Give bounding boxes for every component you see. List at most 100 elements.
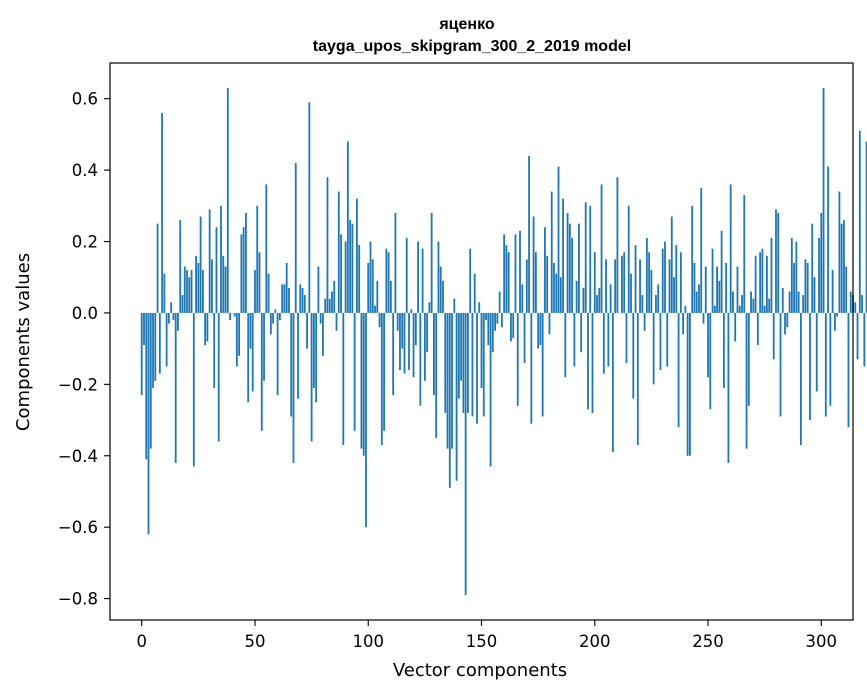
bar-224 (648, 252, 651, 313)
bar-250 (707, 312, 709, 378)
bar-285 (786, 312, 789, 328)
bar-218 (634, 245, 637, 313)
bar-192 (575, 280, 578, 313)
bar-46 (245, 212, 247, 313)
bar-43 (238, 312, 241, 356)
bar-5 (152, 312, 154, 388)
bar-241 (686, 312, 689, 456)
bar-209 (614, 259, 617, 313)
bar-51 (256, 205, 259, 313)
bar-248 (702, 312, 705, 324)
bar-240 (684, 305, 687, 313)
bar-291 (799, 312, 802, 446)
bar-266 (743, 195, 746, 313)
bar-193 (578, 223, 580, 313)
bar-42 (235, 312, 238, 367)
bar-278 (770, 237, 773, 313)
bar-232 (666, 312, 669, 367)
bar-177 (541, 312, 544, 417)
x-tick-label: 50 (244, 632, 265, 651)
bar-123 (419, 312, 422, 406)
bar-252 (711, 248, 714, 313)
bar-129 (433, 312, 435, 396)
bar-141 (460, 312, 463, 381)
bar-182 (553, 262, 555, 313)
bar-197 (587, 312, 589, 410)
bar-88 (340, 234, 342, 313)
bar-109 (387, 252, 390, 313)
bar-163 (510, 312, 512, 342)
bar-135 (446, 312, 449, 449)
bar-21 (188, 277, 191, 313)
bar-65 (288, 287, 290, 313)
bar-247 (700, 187, 703, 313)
bar-300 (820, 212, 823, 313)
bar-213 (623, 252, 626, 313)
bar-108 (385, 248, 388, 313)
bar-225 (650, 270, 653, 313)
bar-302 (824, 312, 827, 417)
y-tick-label: 0.4 (72, 161, 98, 180)
bar-281 (777, 212, 780, 313)
bar-167 (519, 230, 521, 313)
bar-131 (437, 241, 440, 313)
bar-48 (249, 312, 252, 349)
plot-frame (109, 62, 854, 621)
bar-128 (430, 212, 433, 313)
bar-93 (351, 223, 354, 313)
bar-287 (790, 237, 793, 313)
bar-246 (698, 284, 700, 313)
bar-168 (521, 284, 524, 313)
bar-165 (514, 234, 517, 313)
bar-200 (593, 252, 596, 313)
chart-title-line1: яценко (438, 16, 495, 33)
bar-249 (704, 266, 707, 313)
bar-15 (174, 312, 177, 463)
bar-115 (401, 312, 404, 349)
bar-245 (695, 291, 698, 313)
bar-201 (596, 295, 598, 313)
bar-26 (199, 216, 202, 313)
bar-318 (861, 295, 863, 313)
bar-220 (639, 259, 641, 313)
bar-130 (435, 312, 438, 438)
y-tick-label: −0.4 (58, 447, 98, 466)
bar-310 (843, 220, 845, 313)
bar-38 (226, 87, 229, 313)
bar-184 (557, 166, 560, 313)
bar-217 (632, 312, 635, 399)
bar-72 (303, 295, 306, 313)
bar-27 (201, 270, 204, 313)
bar-98 (362, 312, 365, 456)
bar-179 (546, 255, 549, 313)
bar-159 (500, 312, 503, 328)
bar-17 (179, 220, 182, 313)
bar-22 (190, 270, 193, 313)
bar-103 (374, 305, 376, 313)
bar-238 (679, 252, 682, 313)
bar-148 (476, 312, 478, 424)
bar-203 (600, 184, 603, 313)
bar-198 (589, 205, 592, 313)
bar-125 (423, 312, 426, 381)
bar-116 (403, 312, 406, 374)
bar-94 (353, 312, 356, 431)
bar-105 (378, 312, 381, 328)
bar-158 (498, 291, 501, 313)
bar-58 (272, 312, 274, 324)
bar-79 (319, 312, 322, 324)
bar-231 (664, 241, 666, 313)
bar-132 (439, 266, 442, 313)
y-axis: 0.6 0.4 0.2 0.0 −0.2 −0.4 −0.6 −0.8 (58, 90, 110, 609)
bar-176 (539, 312, 542, 346)
bar-260 (729, 184, 732, 313)
bar-301 (822, 87, 825, 313)
bar-207 (609, 284, 612, 313)
bar-264 (738, 305, 741, 313)
bar-77 (315, 312, 318, 403)
bar-84 (331, 291, 333, 313)
bar-205 (605, 259, 607, 313)
bar-210 (616, 177, 619, 313)
bar-316 (856, 312, 859, 360)
bar-145 (469, 248, 472, 313)
